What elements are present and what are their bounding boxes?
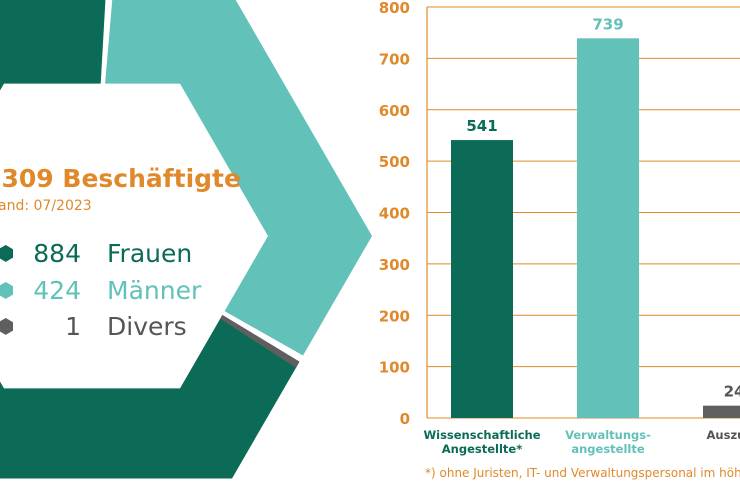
donut-segment-maenner bbox=[224, 236, 372, 356]
y-tick-label: 0 bbox=[400, 410, 410, 428]
y-tick-label: 800 bbox=[379, 0, 410, 17]
legend-frauen: ⬢ 884 Frauen bbox=[0, 236, 192, 270]
legend-name-maenner: Männer bbox=[107, 275, 202, 305]
donut-segment-frauen bbox=[0, 0, 299, 479]
footnote: *) ohne Juristen, IT- und Verwaltungsper… bbox=[425, 466, 740, 480]
bar-1 bbox=[577, 38, 639, 419]
legend-maenner: ⬢ 424 Männer bbox=[0, 273, 201, 307]
category-label: Verwaltungs- bbox=[565, 428, 651, 442]
hexagon-bullet-icon: ⬢ bbox=[0, 278, 15, 302]
y-tick-label: 200 bbox=[379, 307, 410, 325]
y-tick-label: 500 bbox=[379, 153, 410, 171]
y-tick-label: 100 bbox=[379, 359, 410, 377]
legend-count-frauen: 884 bbox=[33, 238, 81, 268]
bar-value-label: 24 bbox=[724, 383, 740, 401]
donut-segment-maenner bbox=[105, 0, 372, 236]
donut-segment-divers bbox=[220, 314, 300, 368]
legend-name-divers: Divers bbox=[107, 311, 187, 341]
legend-name-frauen: Frauen bbox=[107, 238, 193, 268]
category-label: Angestellte* bbox=[442, 442, 522, 456]
legend-count-divers: 1 bbox=[65, 311, 81, 341]
hexagon-bullet-icon: ⬢ bbox=[0, 314, 15, 338]
legend-count-maenner: 424 bbox=[33, 275, 81, 305]
bar-value-label: 739 bbox=[592, 15, 623, 33]
total-employees-title: .309 Beschäftigte bbox=[0, 164, 241, 193]
y-tick-label: 300 bbox=[379, 256, 410, 274]
category-label: Wissenschaftliche bbox=[423, 428, 540, 442]
bar-0 bbox=[451, 140, 513, 418]
legend-divers: ⬢ 1 Divers bbox=[0, 309, 187, 343]
hexagon-bullet-icon: ⬢ bbox=[0, 241, 15, 265]
category-label: Auszubil bbox=[707, 428, 740, 442]
y-tick-label: 600 bbox=[379, 102, 410, 120]
bar-value-label: 541 bbox=[466, 117, 497, 135]
y-tick-label: 400 bbox=[379, 205, 410, 223]
bar-2 bbox=[703, 405, 740, 418]
as-of-date: and: 07/2023 bbox=[0, 198, 92, 214]
y-tick-label: 700 bbox=[379, 50, 410, 68]
category-label: angestellte bbox=[571, 442, 645, 456]
